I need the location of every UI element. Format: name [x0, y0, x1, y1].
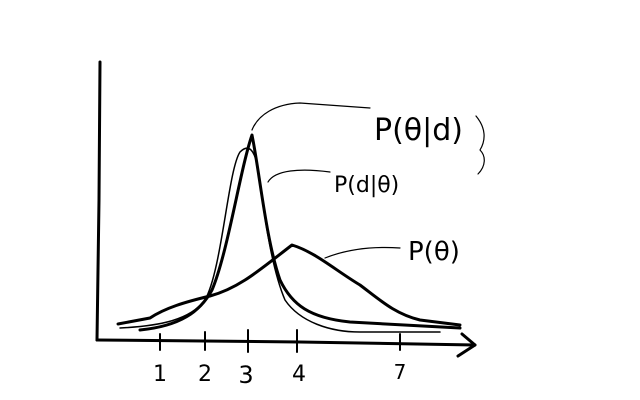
curve-label: P(d|θ) [334, 173, 399, 198]
leader-line [251, 102, 371, 131]
y-axis [95, 60, 102, 342]
curve-label: P(θ) [408, 237, 460, 267]
tick-label: 3 [238, 361, 253, 389]
leader-line [267, 169, 331, 183]
tick-label: 4 [292, 362, 306, 387]
x-axis [95, 338, 477, 347]
curve-label: P(θ|d) [374, 113, 463, 148]
prior-curve [116, 243, 462, 327]
x-axis-arrow [456, 332, 477, 358]
tick-label: 7 [394, 360, 407, 384]
tick-label: 2 [198, 362, 212, 387]
leader-line [324, 246, 401, 259]
tick-label: 1 [153, 362, 167, 387]
brace [475, 115, 485, 175]
likelihood-curve [138, 133, 462, 332]
